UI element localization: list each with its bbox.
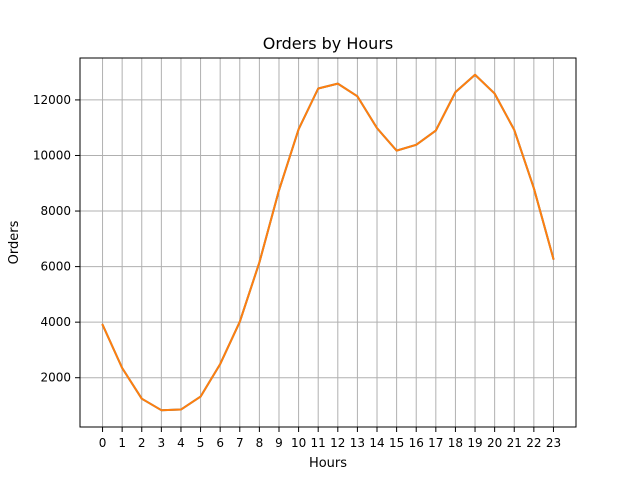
y-tick-label: 12000 <box>33 93 71 107</box>
chart-title: Orders by Hours <box>263 34 393 53</box>
y-tick-label: 10000 <box>33 148 71 162</box>
y-tick-label: 8000 <box>40 204 71 218</box>
y-axis-ticks: 2000 4000 6000 8000 10000 12000 <box>33 93 80 385</box>
series-line-1 <box>101 73 555 412</box>
x-tick-label: 7 <box>236 436 244 450</box>
grid-lines <box>80 58 576 427</box>
x-tick-label: 22 <box>526 436 541 450</box>
x-tick-label: 14 <box>369 436 384 450</box>
x-tick-label: 20 <box>487 436 502 450</box>
y-tick-label: 2000 <box>40 371 71 385</box>
series-line-2 <box>101 73 555 412</box>
x-tick-label: 23 <box>546 436 561 450</box>
x-tick-label: 0 <box>99 436 107 450</box>
series-lines <box>101 73 555 412</box>
x-tick-label: 15 <box>389 436 404 450</box>
x-tick-label: 4 <box>177 436 185 450</box>
x-tick-label: 19 <box>467 436 482 450</box>
x-tick-label: 3 <box>158 436 166 450</box>
x-tick-label: 16 <box>409 436 424 450</box>
x-tick-label: 8 <box>256 436 264 450</box>
x-tick-label: 6 <box>216 436 224 450</box>
x-tick-label: 13 <box>350 436 365 450</box>
x-tick-label: 9 <box>275 436 283 450</box>
x-tick-label: 17 <box>428 436 443 450</box>
x-tick-label: 1 <box>118 436 126 450</box>
x-axis-label: Hours <box>309 456 347 471</box>
x-tick-label: 5 <box>197 436 205 450</box>
x-axis-ticks: 0 1 2 3 4 5 6 7 8 9 10 11 12 13 14 15 16 17 18 19 20 21 22 23 <box>99 427 561 450</box>
x-tick-label: 2 <box>138 436 146 450</box>
plot-frame <box>79 57 577 428</box>
x-tick-label: 10 <box>291 436 306 450</box>
y-tick-label: 4000 <box>40 315 71 329</box>
x-tick-label: 12 <box>330 436 345 450</box>
x-tick-label: 21 <box>507 436 522 450</box>
y-tick-label: 6000 <box>40 260 71 274</box>
y-axis-label: Orders <box>7 220 22 264</box>
x-tick-label: 11 <box>311 436 326 450</box>
x-tick-label: 18 <box>448 436 463 450</box>
